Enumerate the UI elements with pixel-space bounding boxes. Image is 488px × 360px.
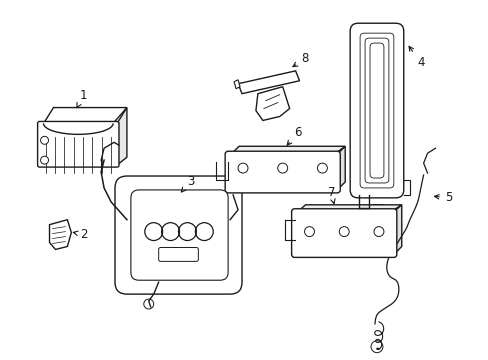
Polygon shape xyxy=(255,87,289,121)
Text: 1: 1 xyxy=(77,89,87,108)
Polygon shape xyxy=(43,108,127,123)
FancyBboxPatch shape xyxy=(291,209,396,257)
Circle shape xyxy=(238,163,247,173)
FancyBboxPatch shape xyxy=(365,38,388,183)
Polygon shape xyxy=(393,205,401,255)
Text: 6: 6 xyxy=(286,126,301,145)
Circle shape xyxy=(277,163,287,173)
Circle shape xyxy=(41,136,48,144)
FancyBboxPatch shape xyxy=(38,121,119,167)
Circle shape xyxy=(304,227,314,237)
Text: 3: 3 xyxy=(181,175,194,192)
FancyBboxPatch shape xyxy=(349,23,403,198)
FancyBboxPatch shape xyxy=(131,190,228,280)
FancyBboxPatch shape xyxy=(369,43,383,178)
Circle shape xyxy=(41,156,48,164)
FancyBboxPatch shape xyxy=(359,33,393,188)
FancyBboxPatch shape xyxy=(115,176,242,294)
FancyBboxPatch shape xyxy=(158,247,198,261)
Polygon shape xyxy=(337,146,345,190)
Circle shape xyxy=(373,227,383,237)
Text: 2: 2 xyxy=(73,228,88,241)
Polygon shape xyxy=(234,80,240,89)
Circle shape xyxy=(339,227,348,237)
Text: 5: 5 xyxy=(434,192,451,204)
FancyBboxPatch shape xyxy=(224,151,340,193)
Polygon shape xyxy=(231,146,345,154)
Circle shape xyxy=(317,163,326,173)
Polygon shape xyxy=(49,220,71,249)
Text: 7: 7 xyxy=(327,186,334,204)
Polygon shape xyxy=(297,205,401,212)
Polygon shape xyxy=(238,71,299,94)
Text: 8: 8 xyxy=(292,53,307,67)
Text: 4: 4 xyxy=(408,46,424,69)
Polygon shape xyxy=(117,108,127,165)
